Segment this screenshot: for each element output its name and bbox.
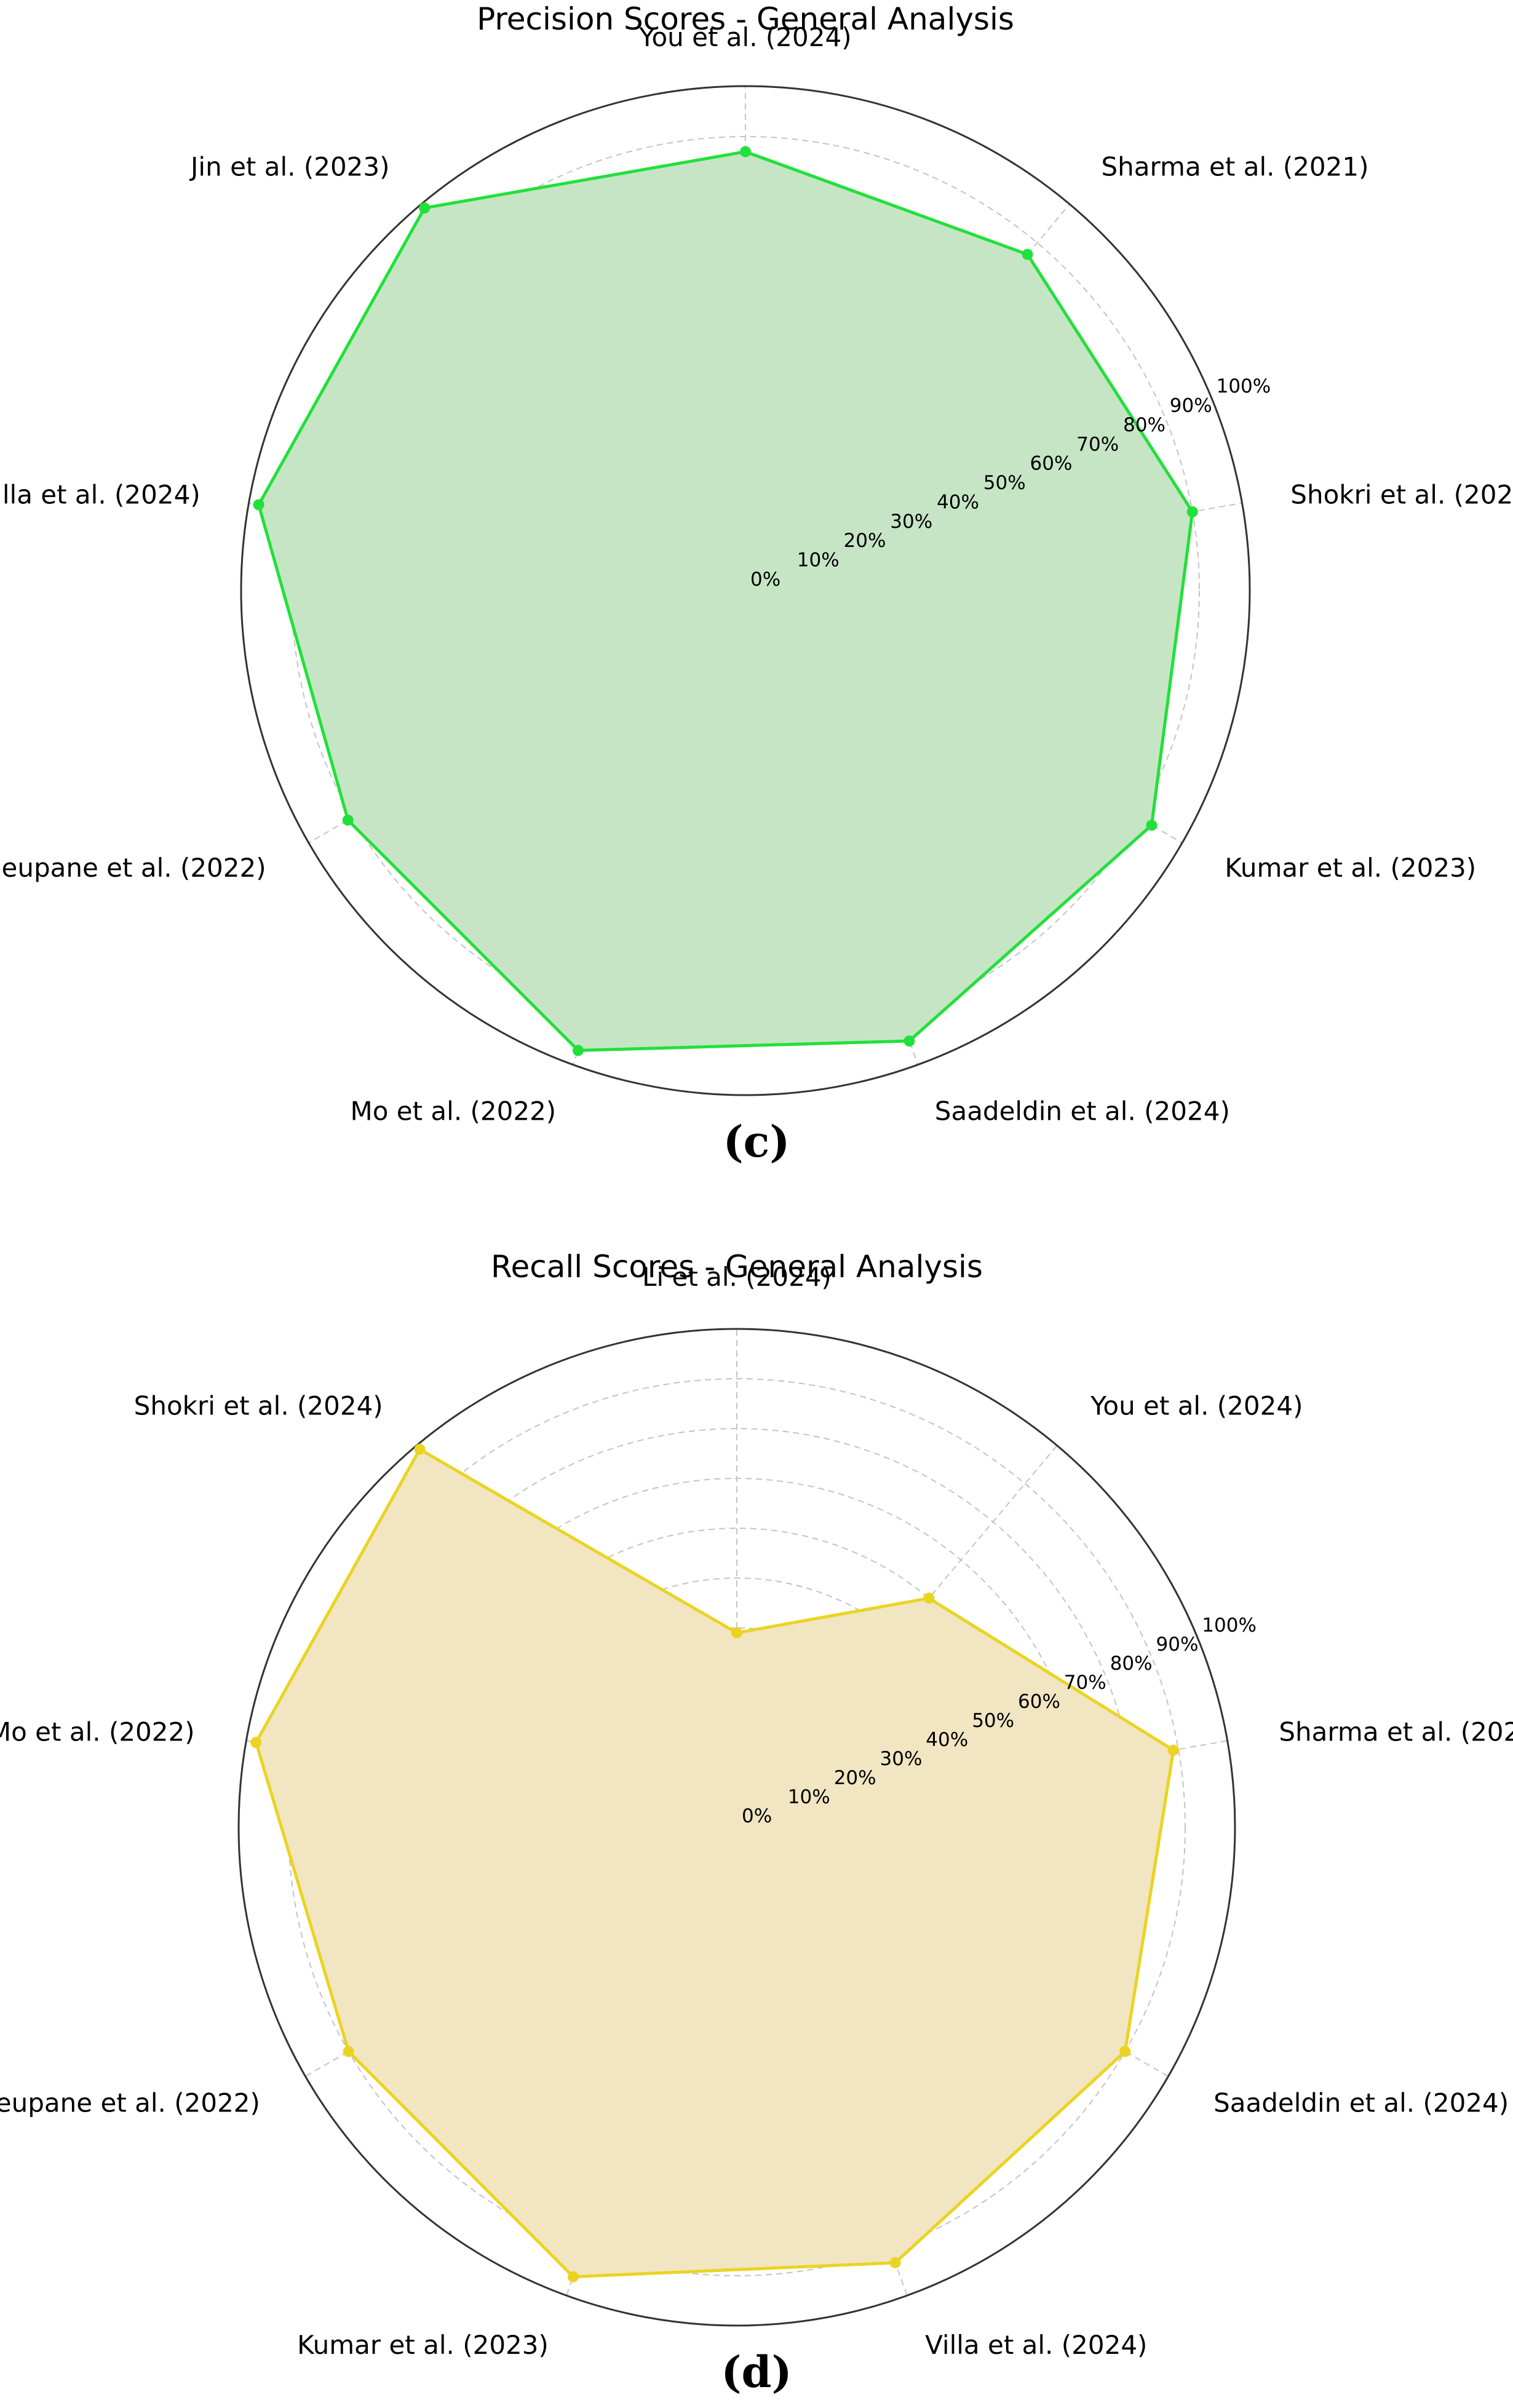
radial-tick-label: 40% — [937, 492, 979, 514]
series-line — [257, 150, 1194, 1052]
category-label: Neupane et al. (2022) — [0, 2088, 260, 2118]
category-label: You et al. (2024) — [1090, 1390, 1303, 1421]
radial-tick-label: 70% — [1064, 1672, 1106, 1694]
category-label: Villa et al. (2024) — [925, 2330, 1147, 2360]
category-label: Saadeldin et al. (2024) — [935, 1096, 1230, 1126]
radial-tick-label: 60% — [1030, 453, 1073, 475]
radial-tick-label: 40% — [926, 1729, 968, 1751]
category-label: Shokri et al. (2024) — [1290, 480, 1513, 510]
radial-tick-label: 20% — [834, 1767, 876, 1789]
radial-tick-label: 50% — [972, 1710, 1014, 1732]
chart-title: Precision Scores - General Analysis — [477, 1, 1014, 37]
radial-tick-label: 10% — [797, 549, 840, 572]
data-point — [889, 2257, 901, 2268]
category-label: Mo et al. (2022) — [0, 1717, 195, 1747]
category-label: Sharma et al. (2021) — [1279, 1717, 1513, 1747]
radial-tick-label: 10% — [788, 1786, 830, 1808]
radial-tick-label: 90% — [1156, 1633, 1199, 1656]
data-point — [414, 1443, 426, 1455]
recall-radar-chart: Recall Scores - General Analysis Li et a… — [0, 1249, 1513, 2398]
data-point — [903, 1035, 915, 1047]
outer-frame — [240, 85, 1251, 1096]
precision-radar-chart: Precision Scores - General Analysis You … — [0, 1, 1513, 1167]
data-point — [419, 202, 431, 214]
series-area — [256, 1449, 1173, 2277]
radial-tick-labels: 0% 10%20%30%40%50%60%70%80%90%100% — [742, 1614, 1257, 1827]
series-area — [258, 151, 1193, 1051]
radial-tick-label: 0% — [750, 568, 780, 591]
category-label: Shokri et al. (2024) — [134, 1390, 383, 1421]
category-label: Li et al. (2024) — [642, 1262, 832, 1292]
panel-caption: (d) — [721, 2346, 792, 2398]
radial-tick-label: 90% — [1170, 395, 1212, 417]
category-label: Jin et al. (2023) — [189, 152, 389, 182]
radial-tick-label: 70% — [1076, 433, 1119, 455]
category-labels: You et al. (2024) Sharma et al. (2021) Sho… — [0, 22, 1513, 1126]
radial-tick-label: 30% — [890, 511, 932, 533]
data-point — [1146, 819, 1158, 831]
radar-series — [253, 146, 1198, 1056]
category-label: You et al. (2024) — [638, 22, 851, 52]
category-label: Mo et al. (2022) — [350, 1096, 556, 1126]
category-labels: Li et al. (2024) You et al. (2024) Sharma … — [0, 1262, 1513, 2360]
category-label: Kumar et al. (2023) — [1225, 853, 1476, 883]
category-label: Villa et al. (2024) — [0, 480, 201, 510]
data-point — [572, 1045, 584, 1056]
data-point — [731, 1627, 742, 1639]
radial-tick-label: 50% — [983, 472, 1026, 494]
data-point — [1167, 1744, 1179, 1756]
category-label: Kumar et al. (2023) — [297, 2330, 549, 2360]
radial-tick-label: 20% — [844, 530, 886, 552]
radar-series — [250, 1443, 1179, 2282]
grid-ring — [288, 1378, 1186, 2276]
radial-tick-label: 80% — [1123, 414, 1166, 436]
data-point — [250, 1737, 262, 1748]
data-point — [1022, 249, 1033, 260]
data-point — [568, 2271, 579, 2282]
category-label: Neupane et al. (2022) — [0, 853, 266, 883]
radial-tick-label: 80% — [1110, 1653, 1153, 1675]
data-point — [343, 2046, 354, 2057]
panel-caption: (c) — [723, 1116, 790, 1167]
chart-title: Recall Scores - General Analysis — [491, 1249, 983, 1285]
radial-tick-label: 0% — [742, 1805, 772, 1827]
radial-tick-label: 100% — [1202, 1614, 1257, 1637]
radial-tick-labels: 0% 10%20%30%40%50%60%70%80%90%100% — [750, 375, 1271, 591]
data-point — [1186, 506, 1198, 517]
radial-tick-label: 100% — [1217, 375, 1271, 397]
radial-tick-label: 30% — [880, 1748, 923, 1770]
series-line — [254, 1448, 1175, 2279]
data-point — [923, 1592, 935, 1604]
outer-frame — [237, 1328, 1236, 2327]
category-label: Sharma et al. (2021) — [1102, 152, 1369, 182]
data-point — [253, 499, 264, 511]
radial-tick-label: 60% — [1018, 1691, 1060, 1713]
data-point — [1119, 2046, 1131, 2057]
category-label: Saadeldin et al. (2024) — [1213, 2088, 1509, 2118]
data-point — [740, 146, 751, 157]
data-point — [342, 815, 354, 826]
